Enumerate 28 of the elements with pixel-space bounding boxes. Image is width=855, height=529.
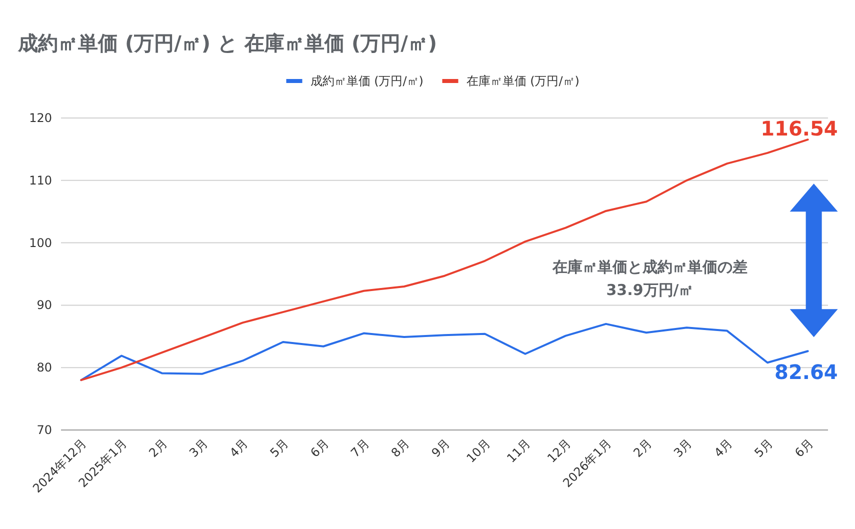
x-tick-label: 9月 <box>428 436 453 460</box>
x-tick-label: 8月 <box>388 436 412 460</box>
y-tick-label: 70 <box>36 423 52 437</box>
x-tick-label: 3月 <box>186 436 210 460</box>
y-tick-label: 100 <box>29 236 52 250</box>
x-tick-label: 10月 <box>464 436 493 466</box>
x-tick-label: 11月 <box>504 436 534 466</box>
legend-label: 在庫㎡単価 (万円/㎡) <box>466 74 580 88</box>
x-tick-label: 7月 <box>348 436 372 460</box>
y-tick-label: 80 <box>36 360 52 375</box>
x-tick-label: 4月 <box>226 436 251 460</box>
x-tick-label: 4月 <box>711 436 736 460</box>
x-tick-label: 2月 <box>146 436 170 460</box>
data-label: 116.54 <box>760 116 838 141</box>
legend-label: 成約㎡単価 (万円/㎡) <box>310 74 424 88</box>
x-tick-label: 6月 <box>308 436 332 460</box>
data-label: 82.64 <box>774 360 838 384</box>
x-tick-label: 2月 <box>630 436 654 460</box>
x-tick-label: 6月 <box>792 436 816 460</box>
y-tick-label: 90 <box>36 298 52 312</box>
y-tick-label: 120 <box>29 111 52 125</box>
chart-title: 成約㎡単価 (万円/㎡) と 在庫㎡単価 (万円/㎡) <box>17 31 438 55</box>
y-tick-label: 110 <box>29 173 52 188</box>
annotation: 在庫㎡単価と成約㎡単価の差 33.9万円/㎡ <box>552 258 748 299</box>
x-tick-label: 12月 <box>544 436 574 466</box>
x-tick-label: 3月 <box>671 436 695 460</box>
x-tick-label: 5月 <box>752 436 776 460</box>
x-tick-label: 5月 <box>267 436 292 460</box>
